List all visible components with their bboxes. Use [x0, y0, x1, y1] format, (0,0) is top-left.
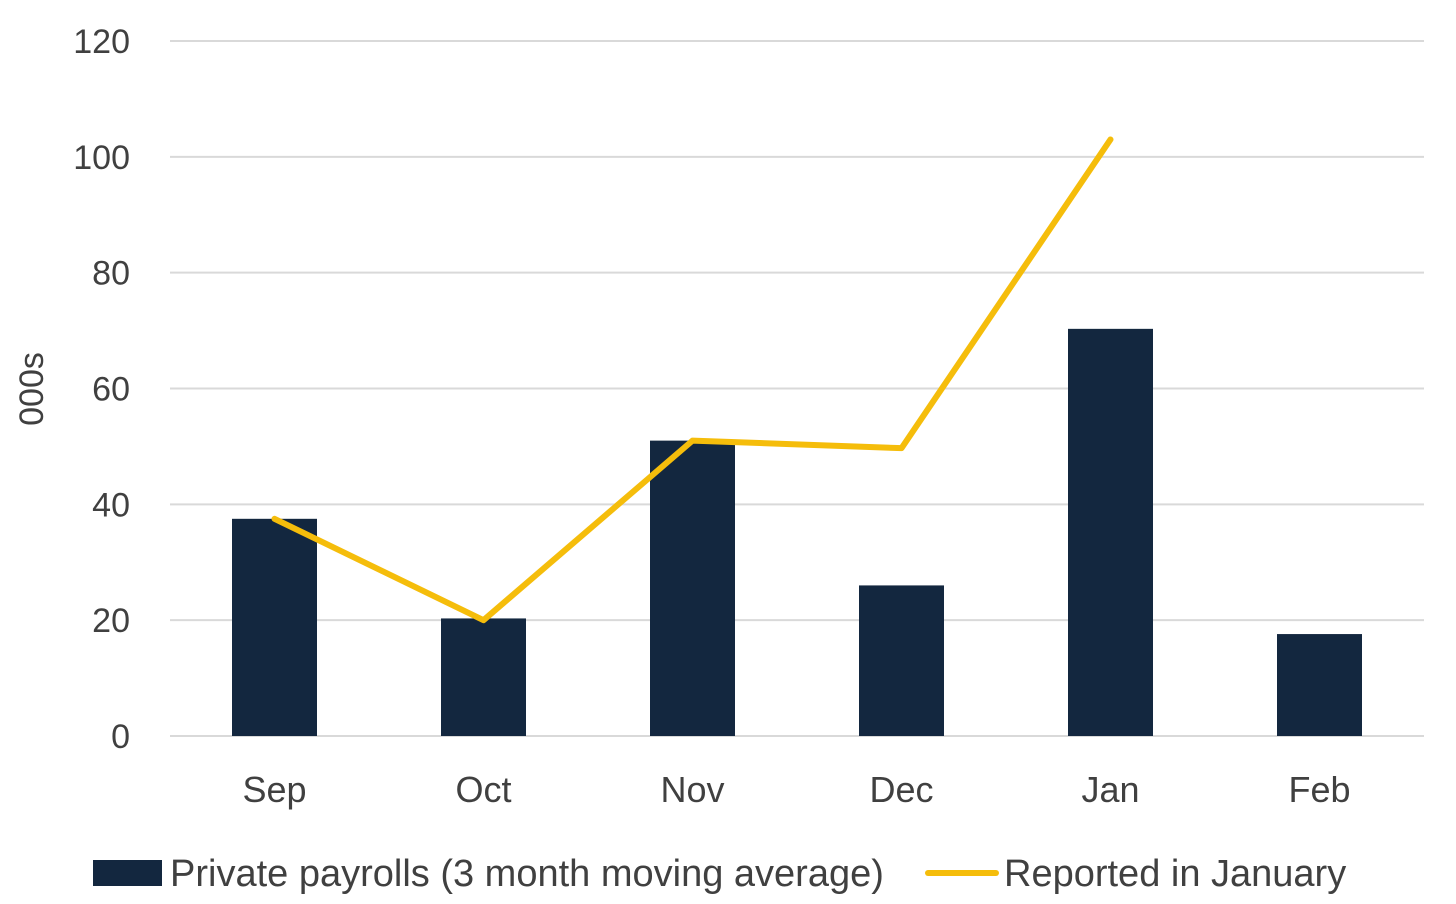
bar-series: [232, 329, 1362, 736]
bar: [232, 519, 317, 736]
legend-label-bar: Private payrolls (3 month moving average…: [170, 853, 884, 895]
bar: [1068, 329, 1153, 736]
bar: [1277, 634, 1362, 736]
bar: [650, 441, 735, 736]
y-axis-ticks: 0 20 40 60 80 100 120: [73, 23, 130, 756]
y-tick-label: 80: [92, 255, 130, 293]
y-tick-label: 120: [73, 23, 130, 61]
y-tick-label: 20: [92, 602, 130, 640]
bar: [441, 618, 526, 736]
gridlines: [170, 41, 1424, 736]
y-axis-title: 000s: [13, 352, 51, 426]
y-tick-label: 60: [92, 371, 130, 409]
x-tick-label: Sep: [242, 769, 306, 810]
y-tick-label: 40: [92, 486, 130, 524]
legend-label-line: Reported in January: [1004, 853, 1346, 895]
legend: Private payrolls (3 month moving average…: [93, 853, 1346, 895]
bar: [859, 585, 944, 736]
x-tick-label: Jan: [1081, 769, 1139, 810]
y-tick-label: 0: [111, 718, 130, 756]
legend-swatch-bar: [93, 860, 162, 886]
x-tick-label: Dec: [869, 769, 933, 810]
y-tick-label: 100: [73, 139, 130, 177]
x-tick-label: Nov: [660, 769, 724, 810]
x-tick-label: Feb: [1288, 769, 1350, 810]
x-axis-ticks: Sep Oct Nov Dec Jan Feb: [242, 769, 1350, 810]
x-tick-label: Oct: [455, 769, 511, 810]
